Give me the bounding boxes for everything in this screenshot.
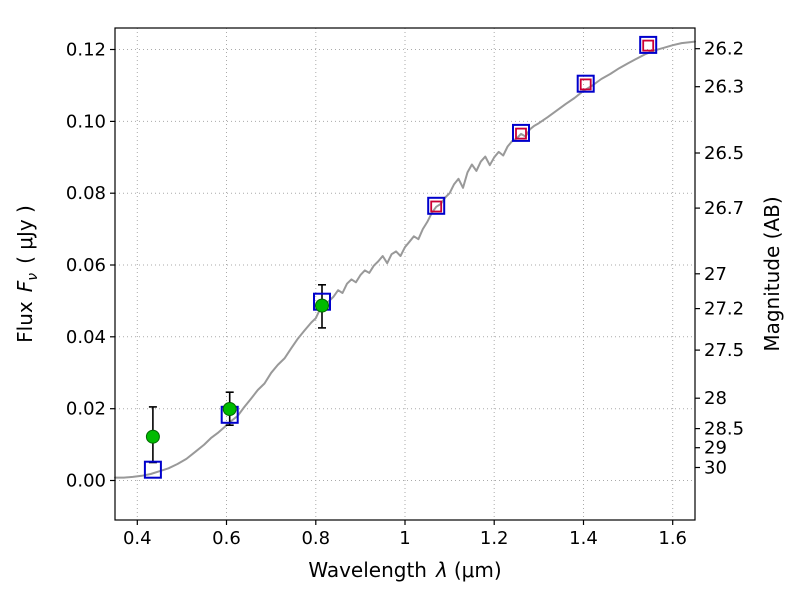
x-axis-title-text: Wavelength: [308, 558, 427, 582]
mag-tick-label: 29: [704, 438, 727, 459]
blue-open-square: [576, 74, 595, 93]
mag-tick-label: 27.2: [704, 299, 744, 320]
lambda-symbol: λ: [436, 558, 448, 582]
mag-tick-label: 26.2: [704, 39, 744, 60]
y-axis-title-right: Magnitude (AB): [760, 196, 784, 352]
x-axis-title: Wavelength λ (μm): [308, 558, 501, 582]
x-tick-label: 0.4: [123, 528, 152, 549]
blue-open-square: [143, 460, 162, 479]
mag-tick-label: 28: [704, 388, 727, 409]
mag-tick-label: 26.3: [704, 77, 744, 98]
mag-tick-label: 26.5: [704, 143, 744, 164]
red-open-square: [579, 78, 592, 91]
model-photometry-squares: [143, 35, 658, 479]
x-tick-label: 0.6: [212, 528, 241, 549]
mag-tick-label: 26.7: [704, 198, 744, 219]
grid: [115, 28, 695, 520]
red-open-square: [515, 127, 527, 140]
blue-open-square: [639, 35, 658, 54]
x-tick-label: 1.6: [658, 528, 687, 549]
mag-tick-label: 30: [704, 458, 727, 479]
flux-units: ( μJy ): [13, 205, 37, 264]
green-filled-circle: [315, 298, 329, 313]
green-filled-circle: [145, 429, 160, 444]
error-bars: [148, 283, 326, 464]
flux-symbol: F: [13, 280, 37, 293]
axis-ticks: [110, 48, 700, 525]
blue-open-square: [427, 196, 446, 215]
blue-open-square: [512, 123, 530, 142]
mag-tick-label: 28.5: [704, 419, 744, 440]
mag-tick-label: 27.5: [704, 340, 744, 361]
x-tick-label: 0.8: [301, 528, 330, 549]
red-open-square: [430, 200, 443, 213]
x-tick-label: 1.4: [569, 528, 598, 549]
y-tick-label: 0.08: [66, 183, 106, 204]
red-open-square: [642, 39, 655, 52]
tick-labels: 0.4 0.6 0.8 1 1.2 1.4 1.6 0.00 0.02 0.04 0.06 0.08 0…: [66, 39, 744, 549]
model-spectrum-line: [114, 40, 696, 479]
observed-ir-squares: [430, 39, 655, 213]
x-tick-label: 1.2: [480, 528, 509, 549]
y-tick-label: 0.02: [66, 399, 106, 420]
y-tick-label: 0.10: [66, 111, 106, 132]
green-filled-circle: [222, 402, 237, 416]
observed-optical-points: [145, 298, 329, 444]
x-axis-units: (μm): [453, 558, 502, 582]
y-tick-label: 0.04: [66, 327, 106, 348]
flux-subscript-nu: ν: [25, 272, 41, 281]
y-axis-title-left: Flux Fν ( μJy ): [13, 205, 41, 343]
x-tick-label: 1: [399, 528, 410, 549]
y-tick-label: 0.06: [66, 255, 106, 276]
mag-tick-label: 27: [704, 264, 727, 285]
y-tick-label: 0.12: [66, 40, 106, 61]
y-tick-label: 0.00: [66, 471, 106, 492]
flux-label-text: Flux: [13, 301, 37, 343]
